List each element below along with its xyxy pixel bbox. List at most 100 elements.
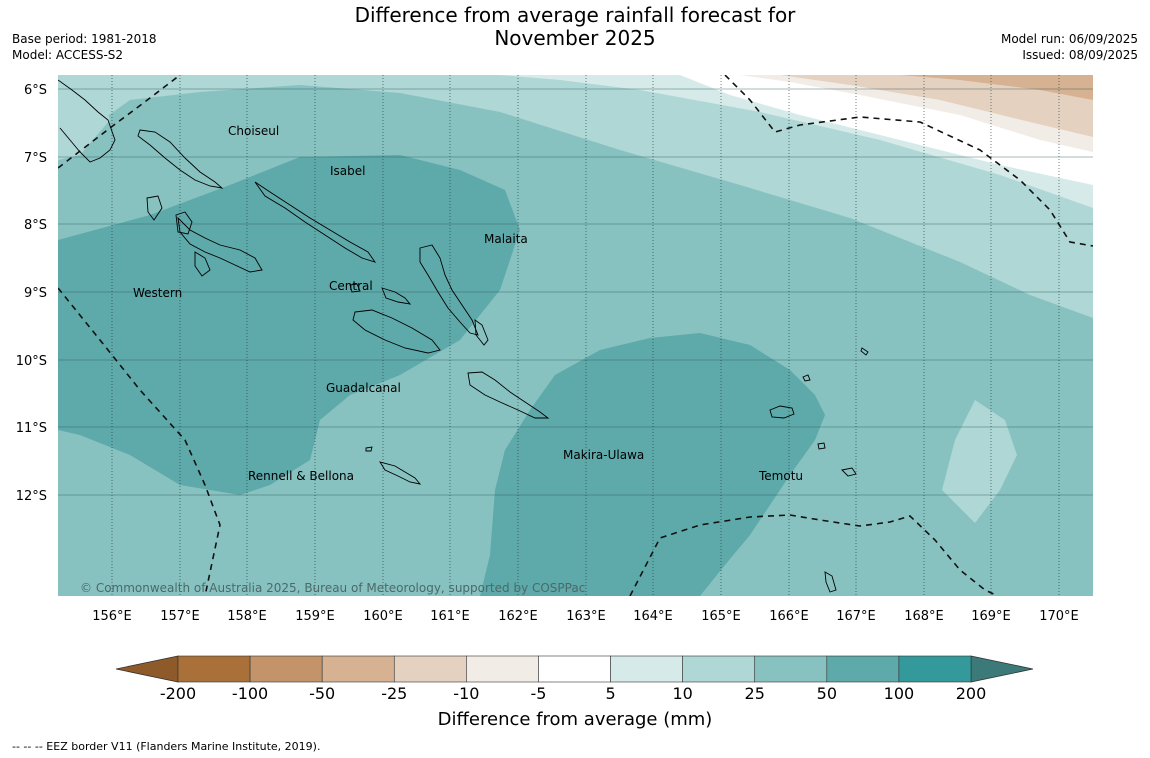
band-50-100-west <box>58 155 520 495</box>
island-shortlands <box>146 195 163 221</box>
lon-label: 162°E <box>498 609 538 624</box>
colorbar-tick-label: -25 <box>381 684 408 703</box>
island-anuta <box>824 571 837 593</box>
lon-label: 166°E <box>769 609 809 624</box>
colorbar-tick-label: -50 <box>309 684 336 703</box>
colorbar-segment <box>466 655 539 683</box>
map-title: Difference from average rainfall forecas… <box>0 4 1150 50</box>
lon-label: 167°E <box>836 609 876 624</box>
colorbar-tick-label: 10 <box>672 684 693 703</box>
title-line-2: November 2025 <box>494 26 656 50</box>
lon-label: 165°E <box>701 609 741 624</box>
colorbar-segments <box>177 655 972 683</box>
band-10-25-west-patch <box>58 75 110 160</box>
colorbar-tick-label: -200 <box>159 684 197 703</box>
label-western: Western <box>133 286 182 300</box>
island-rendova <box>194 251 211 277</box>
lon-label: 158°E <box>227 609 267 624</box>
lon-label: 169°E <box>971 609 1011 624</box>
lat-gridlines <box>58 88 1093 496</box>
island-isabel <box>254 181 377 263</box>
colorbar-segment <box>754 655 828 683</box>
lat-label: 11°S <box>16 421 47 436</box>
eez-legend-note: -- -- -- EEZ border V11 (Flanders Marine… <box>12 740 321 753</box>
label-central: Central <box>329 279 373 293</box>
label-temotu: Temotu <box>758 469 803 483</box>
lat-labels: 6°S 7°S 8°S 9°S 10°S 11°S 12°S <box>16 83 47 504</box>
lon-label: 170°E <box>1039 609 1079 624</box>
colorbar-tick-label: 100 <box>883 684 915 703</box>
colorbar-tick-label: 5 <box>605 684 616 703</box>
island-reef <box>802 374 811 382</box>
colorbar-tick-label: -5 <box>530 684 547 703</box>
model-info: Base period: 1981-2018 Model: ACCESS-S2 <box>12 31 157 63</box>
lat-label: 8°S <box>24 218 47 233</box>
island-sikaiana <box>860 347 869 356</box>
lon-label: 159°E <box>295 609 335 624</box>
lat-label: 10°S <box>16 354 47 369</box>
colorbar-segment <box>610 655 683 683</box>
label-guadalcanal: Guadalcanal <box>326 381 401 395</box>
lon-label: 156°E <box>92 609 132 624</box>
colorbar-segment <box>249 655 323 683</box>
colorbar-tick-label: -100 <box>231 684 269 703</box>
province-labels: Choiseul Isabel Malaita Western Central … <box>133 124 803 483</box>
colorbar-tick-label: 50 <box>816 684 837 703</box>
model-name: Model: ACCESS-S2 <box>12 48 124 62</box>
colorbar-segment <box>321 655 395 683</box>
lat-label: 9°S <box>24 286 47 301</box>
lat-label: 12°S <box>16 489 47 504</box>
run-info: Model run: 06/09/2025 Issued: 08/09/2025 <box>1001 31 1138 63</box>
colorbar-segment <box>538 655 611 683</box>
colorbar <box>115 655 1034 683</box>
island-malaita <box>419 244 479 336</box>
island-russell <box>349 283 361 293</box>
island-makira <box>467 371 550 419</box>
map-panel: Choiseul Isabel Malaita Western Central … <box>58 75 1093 596</box>
lon-labels: 156°E 157°E 158°E 159°E 160°E 161°E 162°… <box>92 609 1079 624</box>
lon-label: 161°E <box>430 609 470 624</box>
colorbar-tick-label: 25 <box>744 684 765 703</box>
island-bellona <box>365 446 373 452</box>
label-isabel: Isabel <box>330 164 365 178</box>
colorbar-segment <box>177 655 251 683</box>
colorbar-segment <box>826 655 900 683</box>
colorbar-low-extend <box>115 655 179 683</box>
island-choiseul <box>137 129 224 189</box>
lon-label: 168°E <box>904 609 944 624</box>
model-run-date: Model run: 06/09/2025 <box>1000 32 1138 46</box>
label-rennell-bellona: Rennell & Bellona <box>248 469 354 483</box>
island-vanikoro <box>841 467 857 477</box>
label-choiseul: Choiseul <box>228 124 279 138</box>
lon-label: 157°E <box>160 609 200 624</box>
band-5-10-east-patch <box>942 400 1017 523</box>
island-tikopia <box>817 442 826 450</box>
band-neg-10-25 <box>780 75 1093 137</box>
label-makira-ulawa: Makira-Ulawa <box>563 448 644 462</box>
band-50-100-south <box>480 333 825 596</box>
colorbar-segment <box>898 655 972 683</box>
island-guadalcanal <box>352 309 441 354</box>
island-rennell <box>379 461 422 485</box>
colorbar-tick-label: -10 <box>453 684 480 703</box>
eez-border <box>58 75 1093 596</box>
island-bougainville <box>58 79 116 163</box>
colorbar-high-extend <box>970 655 1034 683</box>
copyright-notice: © Commonwealth of Australia 2025, Bureau… <box>80 581 585 595</box>
colorbar-tick-label: 200 <box>955 684 987 703</box>
coastlines <box>58 79 869 593</box>
island-vella <box>175 211 193 235</box>
colorbar-segment <box>393 655 467 683</box>
island-florida <box>381 287 412 305</box>
lat-label: 7°S <box>24 151 47 166</box>
band-10-25 <box>58 75 1093 318</box>
island-small-malaita <box>474 319 489 346</box>
lat-label: 6°S <box>24 83 47 98</box>
issued-date: Issued: 08/09/2025 <box>1022 48 1138 62</box>
lon-label: 164°E <box>633 609 673 624</box>
title-line-1: Difference from average rainfall forecas… <box>354 3 796 27</box>
island-new-georgia <box>177 216 263 273</box>
colorbar-label: Difference from average (mm) <box>437 709 713 730</box>
lon-label: 163°E <box>566 609 606 624</box>
